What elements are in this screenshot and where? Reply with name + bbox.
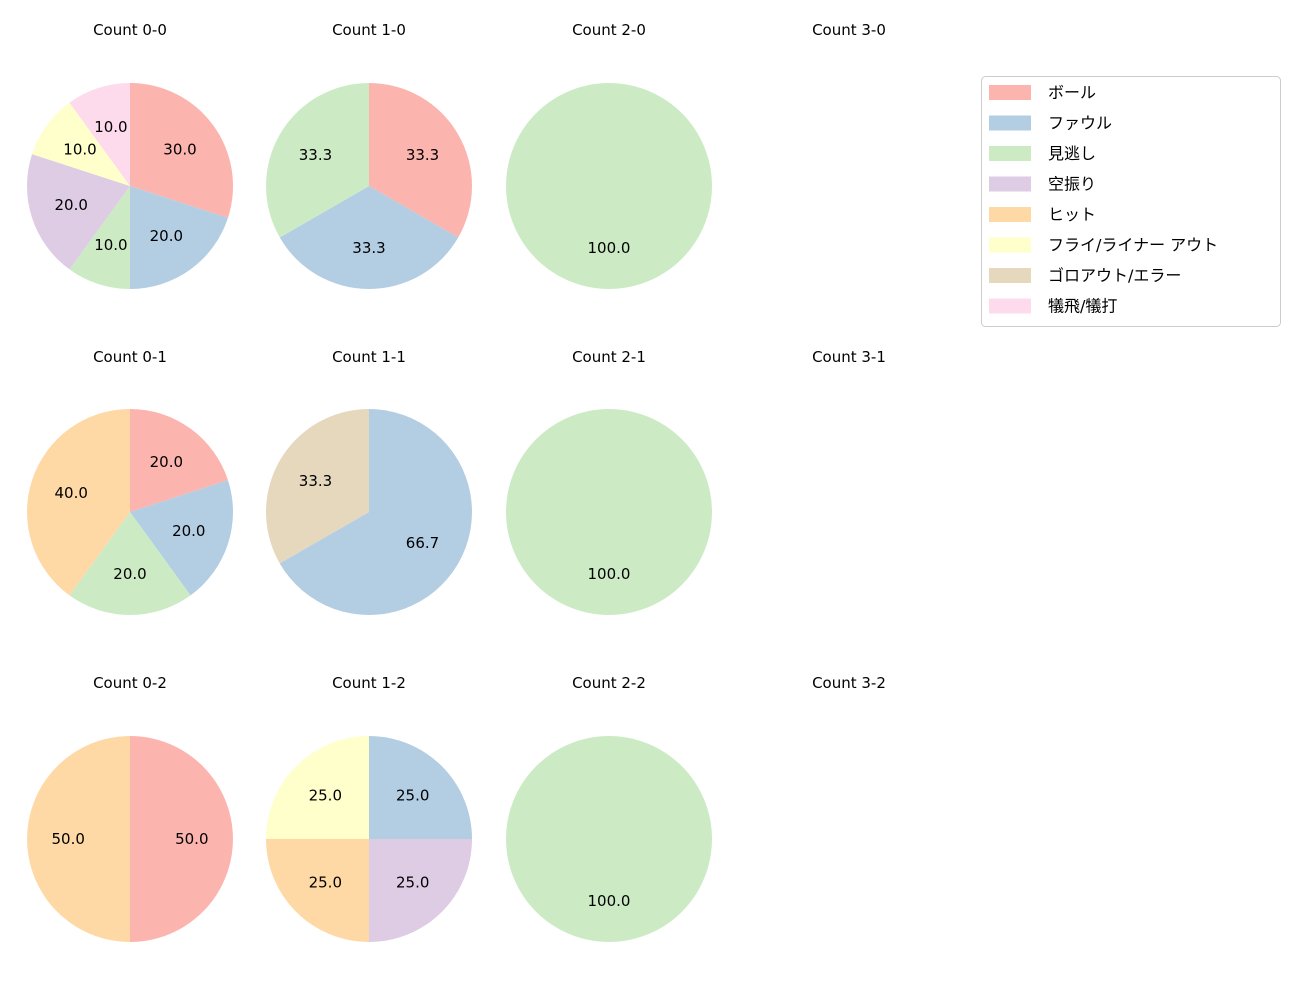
slice-label: 50.0 xyxy=(175,830,208,848)
pie-count-3-2: Count 3-2 xyxy=(812,674,886,692)
pie-count-1-2: Count 1-2 25.0 25.0 25.0 25.0 xyxy=(266,674,472,942)
slice-label: 10.0 xyxy=(94,236,127,254)
pie-title: Count 2-0 xyxy=(572,21,646,39)
pie-slice xyxy=(130,83,233,218)
slice-label: 20.0 xyxy=(172,522,205,540)
pie-slice xyxy=(266,83,369,238)
pie-slice xyxy=(506,409,712,615)
legend-label: 犠飛/犠打 xyxy=(1048,297,1117,316)
legend-label: ファウル xyxy=(1048,114,1112,133)
pie-slice xyxy=(130,186,228,289)
pie-title: Count 1-1 xyxy=(332,348,406,366)
pie-slice xyxy=(369,83,472,238)
legend-swatch xyxy=(989,298,1031,314)
pie-count-1-0: Count 1-0 33.3 33.3 33.3 xyxy=(266,21,472,289)
slice-label: 33.3 xyxy=(299,472,332,490)
pie-title: Count 3-2 xyxy=(812,674,886,692)
pie-slice xyxy=(130,409,228,512)
pie-count-3-1: Count 3-1 xyxy=(812,348,886,366)
pie-title: Count 1-0 xyxy=(332,21,406,39)
slice-label: 20.0 xyxy=(150,453,183,471)
pie-slice xyxy=(266,409,369,564)
pie-slice xyxy=(27,409,131,596)
pie-slice xyxy=(130,480,233,596)
pie-count-2-0: Count 2-0 100.0 xyxy=(506,21,712,289)
slice-label: 25.0 xyxy=(396,874,429,892)
pie-title: Count 0-1 xyxy=(93,348,167,366)
pie-slice xyxy=(69,186,130,289)
legend-label: ゴロアウト/エラー xyxy=(1048,266,1181,285)
slice-label: 50.0 xyxy=(51,830,84,848)
legend-swatch xyxy=(989,85,1031,100)
pie-count-2-1: Count 2-1 100.0 xyxy=(506,348,712,615)
legend-label: 空振り xyxy=(1048,175,1096,194)
legend-label: フライ/ライナー アウト xyxy=(1048,236,1218,255)
slice-label: 20.0 xyxy=(55,196,88,214)
slice-label: 20.0 xyxy=(113,565,146,583)
pie-slice xyxy=(32,102,130,186)
pie-slice xyxy=(369,736,472,839)
slice-label: 33.3 xyxy=(299,146,332,164)
pie-title: Count 2-2 xyxy=(572,674,646,692)
pie-slice xyxy=(27,736,130,942)
slice-label: 30.0 xyxy=(163,141,196,159)
pie-slice xyxy=(26,154,131,270)
pie-slice xyxy=(69,512,191,615)
pie-slice xyxy=(506,736,712,942)
pie-title: Count 0-0 xyxy=(93,21,167,39)
pie-slice xyxy=(69,83,130,186)
legend-label: 見逃し xyxy=(1048,144,1096,163)
slice-label: 33.3 xyxy=(352,239,385,257)
pie-slice xyxy=(266,839,369,942)
slice-label: 33.3 xyxy=(406,146,439,164)
legend-swatch xyxy=(989,207,1031,222)
pie-count-0-0: Count 0-0 30.0 20.0 10.0 20.0 10.0 10.0 xyxy=(26,21,233,289)
slice-label: 100.0 xyxy=(588,239,631,257)
pie-title: Count 2-1 xyxy=(572,348,646,366)
slice-label: 25.0 xyxy=(309,874,342,892)
pie-title: Count 3-1 xyxy=(812,348,886,366)
pie-title: Count 0-2 xyxy=(93,674,167,692)
legend-label: ボール xyxy=(1048,83,1096,102)
legend-frame xyxy=(981,76,1281,327)
pie-count-0-2: Count 0-2 50.0 50.0 xyxy=(27,674,233,942)
legend-swatch xyxy=(989,176,1031,192)
legend-label: ヒット xyxy=(1048,205,1096,224)
slice-label: 25.0 xyxy=(396,786,429,804)
slice-label: 66.7 xyxy=(406,534,439,552)
slice-label: 40.0 xyxy=(55,484,88,502)
pie-slice xyxy=(266,736,369,839)
legend-swatch xyxy=(989,146,1031,161)
slice-label: 10.0 xyxy=(63,141,96,159)
slice-label: 25.0 xyxy=(309,786,342,804)
pie-count-1-1: Count 1-1 66.7 33.3 xyxy=(266,348,472,615)
pie-slice xyxy=(279,409,472,615)
legend-swatch xyxy=(989,268,1031,283)
pie-slice xyxy=(130,736,233,942)
slice-label: 100.0 xyxy=(588,565,631,583)
slice-label: 100.0 xyxy=(588,892,631,910)
pie-slice xyxy=(369,839,472,942)
pie-slice xyxy=(506,83,712,289)
pie-count-3-0: Count 3-0 xyxy=(812,21,886,39)
pie-count-2-2: Count 2-2 100.0 xyxy=(506,674,712,942)
pie-title: Count 3-0 xyxy=(812,21,886,39)
legend-swatch xyxy=(989,115,1031,131)
slice-label: 10.0 xyxy=(94,118,127,136)
slice-label: 20.0 xyxy=(150,227,183,245)
legend-swatch xyxy=(989,237,1031,253)
pie-title: Count 1-2 xyxy=(332,674,406,692)
pie-count-0-1: Count 0-1 20.0 20.0 20.0 40.0 xyxy=(27,348,233,615)
